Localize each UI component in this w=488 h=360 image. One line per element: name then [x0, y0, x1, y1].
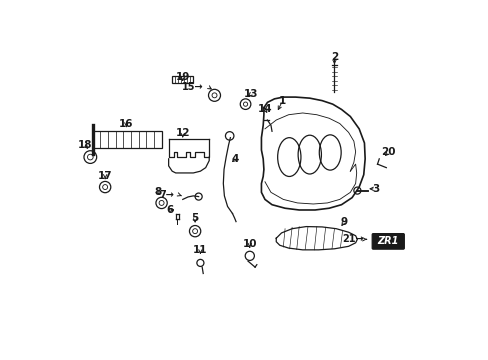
Text: 21→: 21→ [342, 234, 363, 244]
Text: 11: 11 [193, 245, 207, 255]
Text: 13: 13 [244, 89, 258, 99]
Text: 6: 6 [166, 205, 174, 215]
Text: ZR1: ZR1 [377, 237, 398, 246]
Text: 16: 16 [119, 118, 133, 129]
FancyBboxPatch shape [371, 234, 404, 249]
Text: 2: 2 [330, 52, 337, 62]
Bar [93, 131, 161, 148]
Text: 15→: 15→ [181, 81, 203, 91]
Text: 3: 3 [371, 184, 379, 194]
Text: 20: 20 [381, 148, 395, 157]
Text: 19: 19 [175, 72, 189, 82]
Text: 12: 12 [175, 129, 190, 139]
Text: 5: 5 [191, 213, 198, 223]
Text: 9: 9 [340, 217, 347, 227]
Text: 10: 10 [242, 239, 257, 249]
Text: 18: 18 [78, 140, 92, 150]
Text: 1: 1 [279, 96, 285, 105]
Text: 17: 17 [98, 171, 112, 181]
Text: 7→: 7→ [160, 190, 174, 200]
Text: 4: 4 [231, 154, 239, 164]
Bar [172, 76, 193, 83]
Text: 8: 8 [154, 187, 162, 197]
Text: 14: 14 [257, 104, 272, 114]
